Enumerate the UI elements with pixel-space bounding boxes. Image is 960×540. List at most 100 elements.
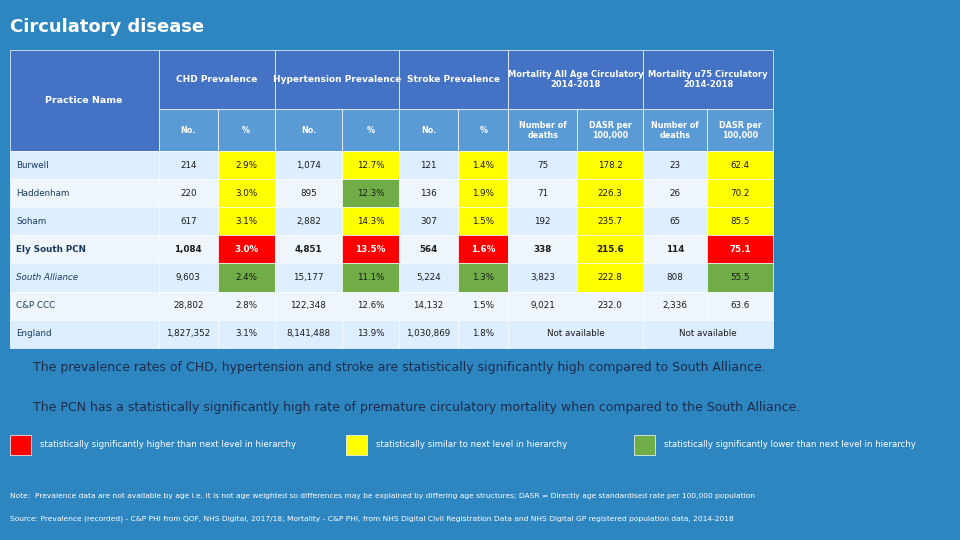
Bar (508, 50, 643, 110)
Bar (708, 207, 773, 235)
Text: 11.1%: 11.1% (357, 273, 384, 282)
Bar (158, 179, 218, 207)
Text: 1.8%: 1.8% (472, 329, 494, 338)
Text: 75.1: 75.1 (730, 245, 751, 254)
Text: 62.4: 62.4 (731, 161, 750, 170)
Text: 23: 23 (669, 161, 681, 170)
Text: The prevalence rates of CHD, hypertension and stroke are statistically significa: The prevalence rates of CHD, hypertensio… (33, 361, 766, 374)
Text: 1,030,869: 1,030,869 (406, 329, 451, 338)
Text: 71: 71 (538, 189, 548, 198)
Text: 226.3: 226.3 (598, 189, 622, 198)
Text: C&P CCC: C&P CCC (16, 301, 56, 310)
Bar (508, 151, 577, 179)
Bar (10, 435, 31, 455)
Text: 338: 338 (534, 245, 552, 254)
Text: CHD Prevalence: CHD Prevalence (176, 75, 257, 84)
Text: 3.0%: 3.0% (235, 189, 257, 198)
Bar (643, 264, 708, 292)
Text: Not available: Not available (547, 329, 605, 338)
Text: 15,177: 15,177 (293, 273, 324, 282)
Bar (275, 179, 343, 207)
Text: 215.6: 215.6 (596, 245, 624, 254)
Text: %: % (367, 126, 374, 135)
Text: Mortality All Age Circulatory
2014-2018: Mortality All Age Circulatory 2014-2018 (508, 70, 643, 89)
Bar (458, 292, 508, 320)
Text: 75: 75 (537, 161, 548, 170)
Bar (399, 264, 458, 292)
Text: 178.2: 178.2 (598, 161, 622, 170)
Bar (399, 50, 508, 110)
Text: 121: 121 (420, 161, 437, 170)
Text: Hypertension Prevalence: Hypertension Prevalence (273, 75, 401, 84)
Text: Not available: Not available (680, 329, 737, 338)
Text: No.: No. (180, 126, 196, 135)
Text: 2,336: 2,336 (662, 301, 687, 310)
Bar (10, 235, 158, 264)
Text: 1,827,352: 1,827,352 (166, 329, 210, 338)
Text: 1.3%: 1.3% (472, 273, 494, 282)
Text: 2,882: 2,882 (296, 217, 321, 226)
Bar (399, 320, 458, 348)
Text: 63.6: 63.6 (731, 301, 750, 310)
Bar (343, 179, 399, 207)
Text: South Alliance: South Alliance (16, 273, 79, 282)
Text: 808: 808 (667, 273, 684, 282)
Text: 26: 26 (670, 189, 681, 198)
Text: Source: Prevalence (recorded) - C&P PHI from QOF, NHS Digital, 2017/18; Mortalit: Source: Prevalence (recorded) - C&P PHI … (10, 516, 733, 522)
Bar (643, 207, 708, 235)
Bar (634, 435, 655, 455)
Bar (275, 110, 343, 151)
Text: 192: 192 (535, 217, 551, 226)
Text: Number of
deaths: Number of deaths (518, 120, 566, 140)
Bar (643, 110, 708, 151)
Text: 617: 617 (180, 217, 197, 226)
Bar (10, 151, 158, 179)
Bar (577, 207, 643, 235)
Bar (10, 179, 158, 207)
Text: 235.7: 235.7 (598, 217, 623, 226)
Bar (643, 50, 773, 110)
Bar (708, 179, 773, 207)
Text: 8,141,488: 8,141,488 (286, 329, 330, 338)
Text: 222.8: 222.8 (598, 273, 622, 282)
Text: 85.5: 85.5 (731, 217, 750, 226)
Bar (643, 179, 708, 207)
Bar (343, 151, 399, 179)
Bar (708, 110, 773, 151)
Text: 14,132: 14,132 (414, 301, 444, 310)
Text: %: % (479, 126, 488, 135)
Bar (458, 110, 508, 151)
Bar (708, 292, 773, 320)
Bar (343, 207, 399, 235)
Text: DASR per
100,000: DASR per 100,000 (588, 120, 632, 140)
Text: statistically similar to next level in hierarchy: statistically similar to next level in h… (376, 440, 567, 449)
Text: 895: 895 (300, 189, 317, 198)
Bar (343, 235, 399, 264)
Bar (643, 235, 708, 264)
Bar (158, 292, 218, 320)
Bar (10, 207, 158, 235)
Bar (158, 110, 218, 151)
Bar (218, 207, 275, 235)
Text: 1.9%: 1.9% (472, 189, 494, 198)
Bar (399, 207, 458, 235)
Bar (218, 151, 275, 179)
Bar (577, 292, 643, 320)
Text: 2.9%: 2.9% (235, 161, 257, 170)
Bar (275, 151, 343, 179)
Bar (10, 292, 158, 320)
Bar (399, 292, 458, 320)
Bar (508, 320, 643, 348)
Bar (275, 264, 343, 292)
Bar (275, 235, 343, 264)
Text: 12.3%: 12.3% (357, 189, 384, 198)
Bar (577, 110, 643, 151)
Bar (508, 264, 577, 292)
Bar (275, 292, 343, 320)
Bar (508, 179, 577, 207)
Text: Mortality u75 Circulatory
2014-2018: Mortality u75 Circulatory 2014-2018 (648, 70, 768, 89)
Bar (218, 292, 275, 320)
Text: Stroke Prevalence: Stroke Prevalence (407, 75, 500, 84)
Text: 5,224: 5,224 (417, 273, 441, 282)
Text: Burwell: Burwell (16, 161, 49, 170)
